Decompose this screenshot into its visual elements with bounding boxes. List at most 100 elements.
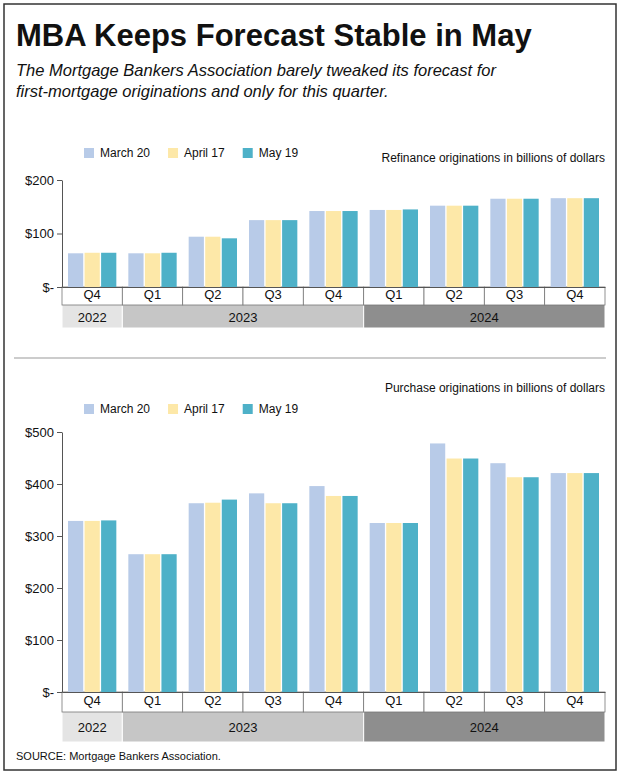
y-tick-mark <box>57 234 62 235</box>
x-tick-label: Q3 <box>506 287 523 302</box>
category-cell <box>303 692 363 712</box>
category-cell <box>122 692 182 712</box>
category-cell <box>364 692 424 712</box>
y-tick: $- <box>42 685 62 700</box>
bar <box>551 198 566 287</box>
legend-swatch <box>84 148 94 158</box>
bar <box>567 198 582 287</box>
bar <box>386 210 401 287</box>
y-tick: $500 <box>25 425 62 440</box>
x-tick-label: Q4 <box>83 287 100 302</box>
bar <box>189 503 204 692</box>
bar <box>249 493 264 692</box>
bar <box>584 198 599 287</box>
bar <box>326 211 341 287</box>
category-cell <box>122 287 182 305</box>
x-tick: Q3 <box>264 692 281 708</box>
x-tick-label: Q4 <box>325 287 342 302</box>
category-cell <box>62 692 122 712</box>
x-tick-label: Q2 <box>204 693 221 708</box>
y-axis: $-$100$200 <box>25 173 62 295</box>
bar <box>145 253 160 287</box>
year-band <box>122 692 363 742</box>
legend-swatch <box>168 404 178 414</box>
chart-root: MBA Keeps Forecast Stable in MayThe Mort… <box>0 0 620 774</box>
x-tick-label: Q3 <box>264 287 281 302</box>
bar <box>205 503 220 692</box>
x-tick: Q2 <box>445 692 462 708</box>
bar <box>101 520 116 692</box>
category-cell <box>303 287 363 305</box>
bar <box>326 496 341 692</box>
y-tick-label: $100 <box>25 226 54 241</box>
x-tick: Q4 <box>83 287 100 302</box>
bar <box>282 503 297 692</box>
bar <box>430 206 445 287</box>
y-tick-label: $100 <box>25 633 54 648</box>
y-axis: $-$100$200$300$400$500 <box>25 425 62 700</box>
year-band <box>122 287 363 328</box>
y-tick-mark <box>57 180 62 181</box>
legend-label: April 17 <box>184 402 225 416</box>
y-tick-label: $200 <box>25 581 54 596</box>
x-tick: Q1 <box>385 287 402 302</box>
bar <box>567 473 582 692</box>
x-tick: Q1 <box>385 692 402 708</box>
subtitle: first-mortgage originations and only for… <box>16 82 389 100</box>
y-tick-mark <box>57 484 62 485</box>
x-tick: Q3 <box>506 692 523 708</box>
x-tick: Q3 <box>506 287 523 302</box>
x-tick-label: Q2 <box>445 693 462 708</box>
y-tick-label: $- <box>42 280 54 295</box>
x-axis: Q4Q1Q2Q3Q4Q1Q2Q3Q4 <box>63 692 606 708</box>
legend-swatch <box>84 404 94 414</box>
bar <box>342 496 357 692</box>
bar <box>145 554 160 692</box>
legend-item: April 17 <box>168 146 225 160</box>
legend-item: May 19 <box>243 402 299 416</box>
year-band <box>62 692 122 742</box>
x-tick: Q2 <box>445 287 462 302</box>
y-tick-mark <box>57 588 62 589</box>
axis-title: Refinance originations in billions of do… <box>382 151 605 165</box>
y-tick: $- <box>42 280 62 295</box>
bar <box>342 211 357 287</box>
y-tick-mark <box>57 536 62 537</box>
category-cells: 202220232024 <box>62 287 605 328</box>
category-cell <box>424 287 484 305</box>
bar <box>85 521 100 692</box>
bar <box>68 521 83 692</box>
legend-label: May 19 <box>259 402 299 416</box>
x-tick: Q3 <box>264 287 281 302</box>
category-cell <box>424 692 484 712</box>
x-tick: Q4 <box>83 692 100 708</box>
y-tick-mark <box>57 692 62 693</box>
bar <box>507 199 522 287</box>
category-cell <box>243 692 303 712</box>
y-tick-label: $500 <box>25 425 54 440</box>
y-tick: $100 <box>25 633 62 648</box>
bar <box>266 220 281 287</box>
y-tick: $200 <box>25 581 62 596</box>
x-axis: Q4Q1Q2Q3Q4Q1Q2Q3Q4 <box>63 287 606 302</box>
year-band <box>62 287 122 328</box>
category-cell <box>183 692 243 712</box>
bar <box>205 237 220 287</box>
x-tick-label: Q1 <box>144 287 161 302</box>
y-tick: $100 <box>25 226 62 241</box>
legend-label: March 20 <box>100 146 150 160</box>
bar <box>266 503 281 692</box>
frame <box>4 4 616 770</box>
y-axis-line <box>62 433 63 693</box>
legend-label: April 17 <box>184 146 225 160</box>
year-band <box>364 287 605 328</box>
x-tick: Q4 <box>566 692 583 708</box>
bar <box>68 253 83 287</box>
bars <box>68 198 599 287</box>
category-cell <box>183 287 243 305</box>
x-tick-label: Q4 <box>325 693 342 708</box>
bar <box>85 253 100 287</box>
x-tick-label: Q1 <box>385 287 402 302</box>
bar <box>463 459 478 692</box>
title: MBA Keeps Forecast Stable in May <box>16 18 532 53</box>
